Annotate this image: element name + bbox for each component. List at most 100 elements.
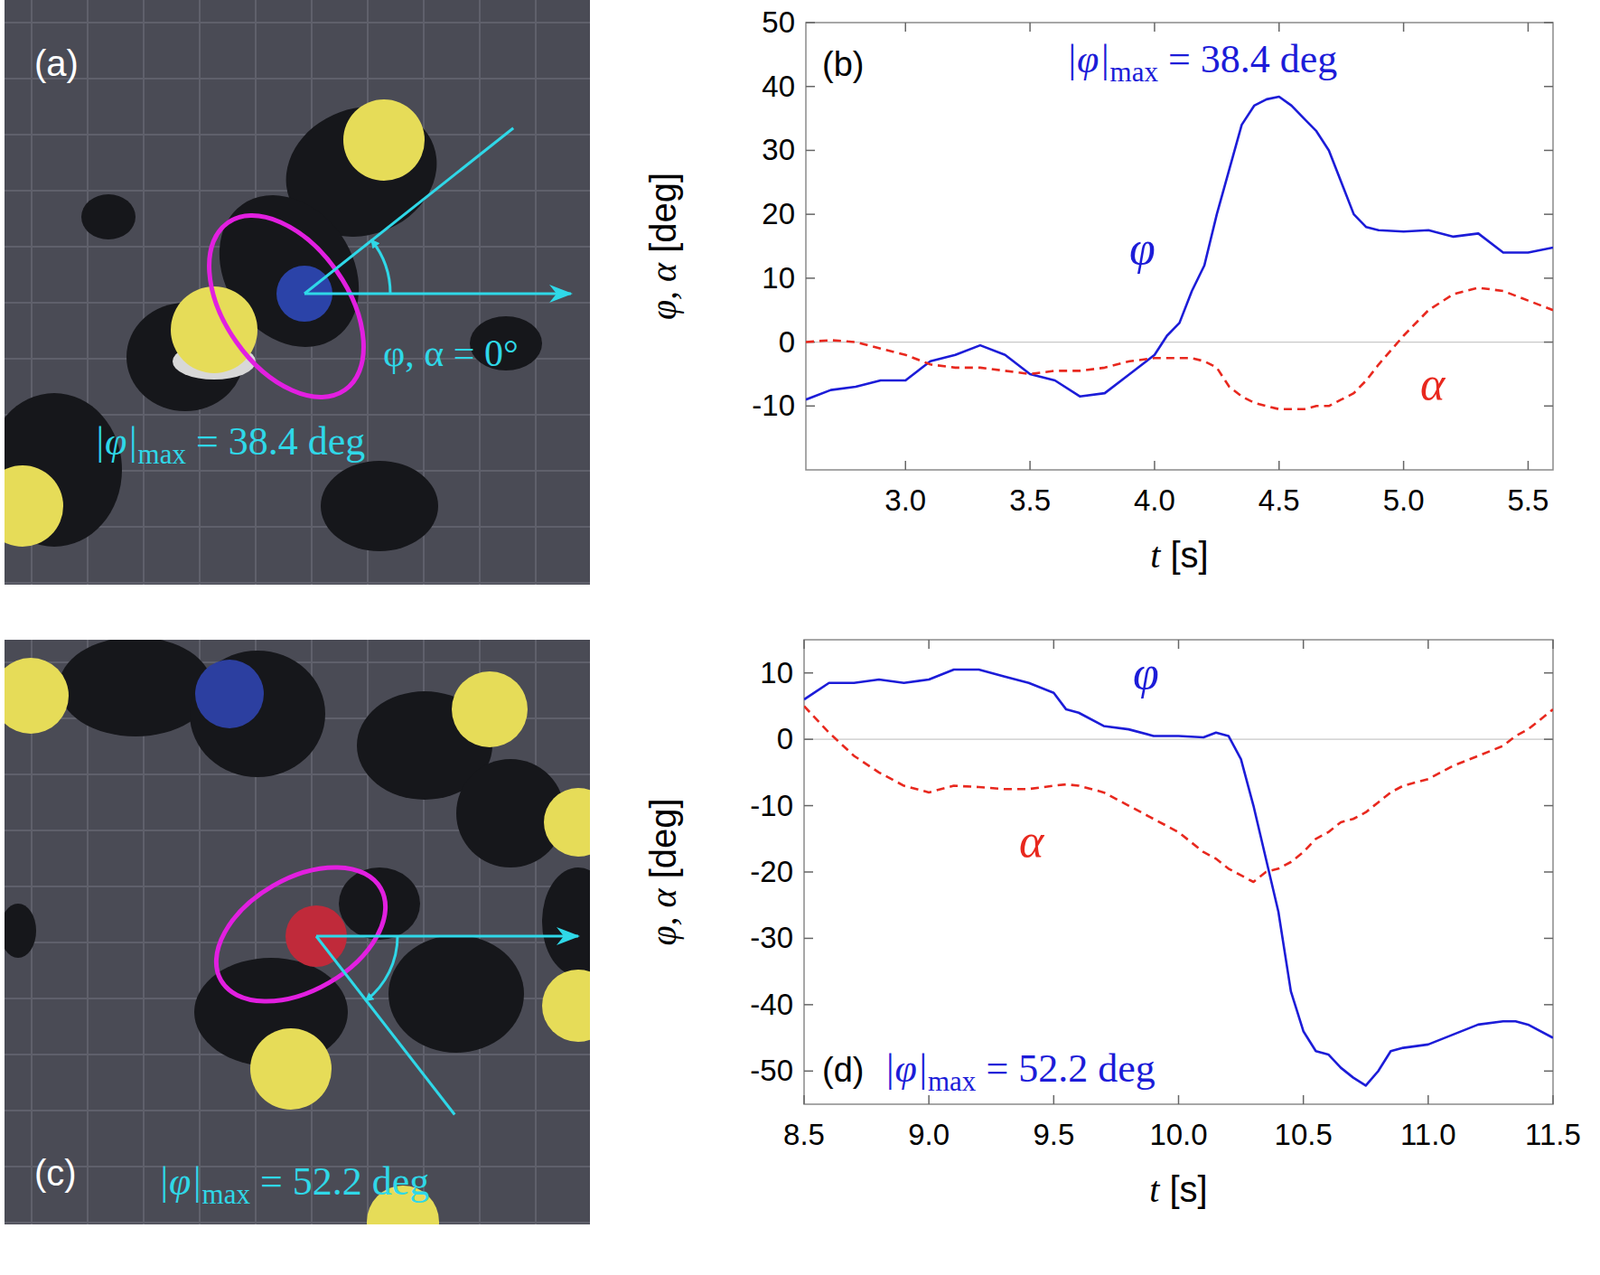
y-tick	[1543, 672, 1554, 674]
y-tick	[1543, 213, 1554, 216]
y-tick	[805, 21, 815, 24]
axis-title-part: φ,	[643, 290, 684, 320]
y-tick	[805, 277, 815, 280]
y-tick	[805, 405, 815, 408]
annotation-sub: max	[927, 1065, 977, 1097]
panel-label: (b)	[822, 45, 864, 84]
y-tick-label: 50	[761, 5, 796, 39]
x-tick-label: 11.5	[1525, 1117, 1582, 1151]
axis-title-part: [deg]	[643, 172, 684, 263]
reference-arrow	[304, 292, 571, 296]
series-line	[804, 669, 1554, 1086]
robot-body	[58, 639, 213, 737]
annotation-main: |φ|	[883, 1046, 928, 1091]
yellow-marker	[343, 99, 425, 181]
x-tick	[1302, 639, 1305, 649]
yellow-marker	[542, 969, 590, 1042]
y-tick	[1543, 870, 1554, 873]
x-tick	[1552, 639, 1554, 649]
x-tick	[1153, 460, 1156, 470]
y-tick	[1543, 21, 1554, 24]
y-tick-label: -50	[749, 1053, 794, 1087]
y-tick-label: 10	[759, 655, 794, 690]
y-tick	[1543, 738, 1554, 740]
body-ellipse	[177, 187, 395, 425]
robot-body	[542, 867, 590, 976]
x-tick-label: 11.0	[1400, 1117, 1457, 1151]
y-tick	[804, 937, 814, 940]
x-tick-label: 5.0	[1383, 483, 1425, 517]
x-tick	[1427, 639, 1430, 649]
x-tick-label: 10.0	[1149, 1117, 1208, 1151]
photo-panel	[4, 0, 590, 585]
heading-ray	[304, 128, 514, 294]
x-tick	[927, 639, 930, 649]
x-tick	[1302, 1094, 1305, 1105]
x-tick	[1029, 460, 1031, 470]
x-tick	[1427, 1094, 1430, 1105]
y-tick-label: 30	[761, 132, 796, 167]
floor-grid	[4, 581, 590, 584]
y-axis-title: φ, α [deg]	[643, 172, 684, 320]
y-tick-label: 10	[761, 261, 796, 295]
x-tick	[905, 460, 908, 470]
annotation: |φ|max = 38.4 deg	[93, 419, 365, 470]
photo-panel	[4, 639, 590, 1225]
axis-title-part: [s]	[1159, 1169, 1208, 1209]
annotation-main: |φ|	[93, 419, 139, 464]
floor-grid	[534, 639, 537, 1225]
y-tick-label: 0	[776, 721, 794, 756]
x-tick	[803, 639, 805, 649]
x-tick-label: 3.5	[1009, 483, 1051, 517]
x-tick	[1403, 460, 1405, 470]
x-tick	[1527, 460, 1530, 470]
axis-title-part: α	[643, 261, 684, 291]
y-tick	[804, 672, 814, 674]
annotation-sub: max	[202, 1178, 252, 1210]
y-tick	[804, 1003, 814, 1006]
y-tick	[1543, 341, 1554, 344]
series-line	[804, 705, 1554, 882]
x-tick	[1053, 1094, 1056, 1105]
x-tick	[803, 1094, 805, 1105]
annotation-main: |φ|	[158, 1159, 203, 1204]
chart: -50-40-30-20-100108.59.09.510.010.511.01…	[749, 639, 1582, 1151]
zero-line	[805, 341, 1554, 343]
x-tick	[1029, 22, 1031, 32]
page: { "photos": [ { "panel_label": "(a)", "a…	[0, 0, 1600, 1275]
series-label: φ	[1129, 222, 1156, 274]
annotation-main: |φ|	[1066, 37, 1111, 82]
y-tick-label: -40	[749, 987, 794, 1021]
robot-body	[320, 460, 439, 552]
heading-ray	[316, 935, 455, 1115]
x-tick	[1178, 1094, 1180, 1105]
data-group	[805, 96, 1554, 410]
floor-grid	[142, 0, 145, 585]
annotation-rest: = 38.4 deg	[1158, 37, 1338, 82]
angle-arc	[365, 935, 398, 1001]
series-line	[805, 96, 1554, 400]
plot-frame	[804, 639, 1554, 1105]
yellow-marker	[4, 465, 64, 547]
data-group	[804, 669, 1554, 1086]
series-label: φ	[1132, 646, 1160, 699]
x-axis-title: t [s]	[1149, 1169, 1208, 1210]
x-tick	[1552, 1094, 1554, 1105]
x-tick	[1278, 460, 1281, 470]
y-tick	[1543, 405, 1554, 408]
axis-title-part: φ,	[643, 916, 684, 946]
body-ellipse	[193, 839, 410, 1029]
y-tick	[1543, 85, 1554, 88]
annotation: |φ|max = 52.2 deg	[883, 1046, 1155, 1097]
x-tick-label: 8.5	[783, 1117, 825, 1151]
y-tick	[1543, 937, 1554, 940]
chart: -10010203040503.03.54.04.55.05.5φα(b)|φ|…	[751, 5, 1554, 517]
yellow-marker	[250, 1028, 332, 1110]
robot-body	[4, 903, 37, 958]
angle-arc	[371, 240, 391, 294]
floor-grid	[86, 639, 89, 1225]
y-tick-label: -30	[749, 920, 794, 955]
plot-frame	[805, 22, 1554, 470]
y-tick	[805, 149, 815, 152]
reference-arrow	[316, 935, 579, 938]
